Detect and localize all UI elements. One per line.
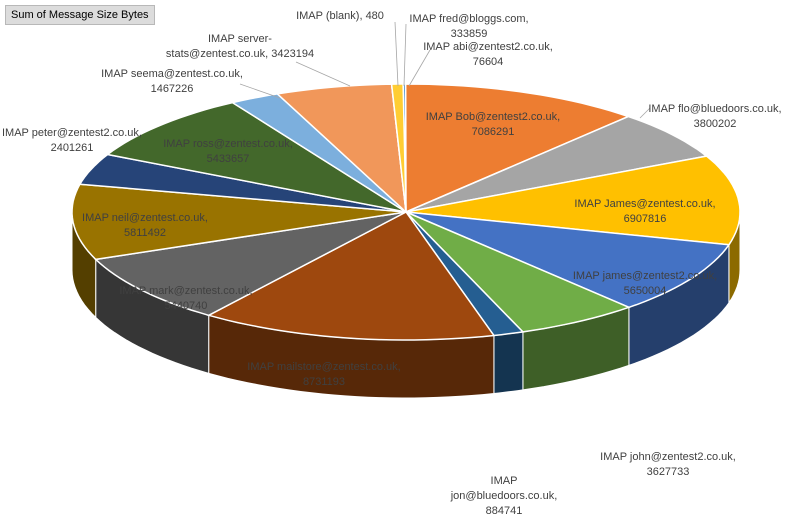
data-label-line: 3627733 (647, 466, 690, 478)
leader-line-imap-flo-bluedoors-co-uk (639, 107, 651, 119)
slice-imap-bob-zentest2-co-uk[interactable] (404, 83, 631, 214)
data-labels: IMAP abi@zentest2.co.uk, 76604 IMAP Bob@ze… (2, 10, 782, 517)
slice-imap-mailstore-zentest-co-uk[interactable] (206, 211, 496, 341)
data-label-line: 1467226 (151, 83, 194, 95)
data-label-line: 2401261 (51, 142, 94, 154)
slice-imap-neil-zentest-co-uk[interactable] (71, 183, 407, 261)
data-label-line: jon@bluedoors.co.uk, (450, 490, 558, 502)
data-label-line: 8731193 (303, 376, 345, 388)
slice-imap-james-zentest-co-uk[interactable] (405, 155, 741, 246)
data-label-line: IMAP server- (208, 33, 272, 45)
data-label-imap-neil-zentest-co-uk: IMAP neil@zentest.co.uk, 5811492 (82, 212, 208, 239)
data-label-line: 884741 (486, 505, 523, 517)
data-label-imap-seema-zentest-co-uk: IMAP seema@zentest.co.uk, 1467226 (101, 68, 243, 95)
leader-line-imap-fred-bloggs-com (403, 23, 407, 87)
slice-imap-seema-zentest-co-uk[interactable] (230, 93, 407, 213)
slice-imap-john-zentest2-co-uk[interactable] (405, 211, 632, 333)
data-label-line: 3800202 (694, 118, 737, 130)
slice-imap-peter-zentest2-co-uk[interactable] (78, 153, 407, 213)
leader-line-imap-seema-zentest-co-uk (239, 83, 281, 99)
slice-side-imap-jon-bluedoors-co-uk (493, 331, 524, 395)
data-label-line: IMAP flo@bluedoors.co.uk, (648, 103, 781, 115)
data-label-line: IMAP (blank), 480 (296, 10, 384, 22)
data-label-imap-john-zentest2-co-uk: IMAP john@zentest2.co.uk, 3627733 (600, 451, 736, 478)
data-label-imap-flo-bluedoors-co-uk: IMAP flo@bluedoors.co.uk, 3800202 (648, 103, 781, 130)
data-label-line: IMAP James@zentest.co.uk, (574, 198, 715, 210)
leader-line-imap-server-stats-zentest-co-uk (295, 61, 351, 87)
data-label-line: stats@zentest.co.uk, 3423194 (166, 48, 314, 60)
pie-tops (71, 83, 741, 341)
data-label-line: IMAP peter@zentest2.co.uk, (2, 127, 142, 139)
data-label-imap-jon-bluedoors-co-uk: IMAP jon@bluedoors.co.uk, 884741 (450, 475, 558, 517)
data-label-line: 6907816 (624, 213, 667, 225)
data-label-line: 333859 (451, 28, 488, 40)
data-label-line: IMAP john@zentest2.co.uk, (600, 451, 736, 463)
data-label-line: IMAP ross@zentest.co.uk, (163, 138, 293, 150)
data-label-imap-james-zentest-co-uk: IMAP James@zentest.co.uk, 6907816 (574, 198, 715, 225)
slice-imap-ross-zentest-co-uk[interactable] (105, 101, 407, 213)
data-label-line: IMAP mailstore@zentest.co.uk, (247, 361, 400, 373)
data-label-line: IMAP neil@zentest.co.uk, (82, 212, 208, 224)
data-label-line: IMAP seema@zentest.co.uk, (101, 68, 243, 80)
data-label-line: 5440740 (165, 300, 208, 312)
data-label-line: 76604 (473, 56, 504, 68)
slice-imap-server-stats-zentest-co-uk[interactable] (275, 83, 407, 214)
data-label-imap-mark-zentest-co-uk: IMAP mark@zentest.co.uk, 5440740 (119, 285, 252, 312)
leader-line-imap-blank (394, 21, 399, 87)
data-label-line: IMAP (491, 475, 518, 487)
data-label-line: IMAP abi@zentest2.co.uk, (423, 41, 553, 53)
slice-imap-flo-bluedoors-co-uk[interactable] (405, 115, 709, 213)
data-label-imap-fred-bloggs-com: IMAP fred@bloggs.com, 333859 (409, 13, 528, 40)
data-label-line: IMAP fred@bloggs.com, (409, 13, 528, 25)
data-label-line: 5811492 (124, 227, 166, 239)
leader-lines (239, 21, 651, 119)
leader-line-imap-abi-zentest2-co-uk (408, 49, 431, 87)
data-label-line: 5650004 (624, 285, 667, 297)
data-label-line: 7086291 (472, 126, 515, 138)
data-label-imap-server-stats-zentest-co-uk: IMAP server-stats@zentest.co.uk, 3423194 (166, 33, 314, 60)
data-label-line: IMAP Bob@zentest2.co.uk, (426, 111, 560, 123)
slice-imap-mark-zentest-co-uk[interactable] (94, 211, 407, 317)
data-label-imap-peter-zentest2-co-uk: IMAP peter@zentest2.co.uk, 2401261 (2, 127, 142, 154)
slice-imap-fred-bloggs-com[interactable] (390, 83, 407, 213)
field-button[interactable]: Sum of Message Size Bytes (5, 5, 155, 25)
data-label-line: 5433657 (207, 153, 250, 165)
data-label-imap-james-zentest2-co-uk: IMAP james@zentest2.co.uk, 5650004 (573, 270, 717, 297)
data-label-imap-mailstore-zentest-co-uk: IMAP mailstore@zentest.co.uk, 8731193 (247, 361, 400, 388)
data-label-line: IMAP mark@zentest.co.uk, (119, 285, 252, 297)
data-label-imap-abi-zentest2-co-uk: IMAP abi@zentest2.co.uk, 76604 (423, 41, 553, 68)
slice-imap-james-zentest2-co-uk[interactable] (405, 211, 731, 309)
data-label-line: IMAP james@zentest2.co.uk, (573, 270, 717, 282)
data-label-imap-bob-zentest2-co-uk: IMAP Bob@zentest2.co.uk, 7086291 (426, 111, 560, 138)
data-label-imap-ross-zentest-co-uk: IMAP ross@zentest.co.uk, 5433657 (163, 138, 293, 165)
pie-sides (71, 211, 741, 399)
data-label-imap-blank: IMAP (blank), 480 (296, 10, 384, 22)
